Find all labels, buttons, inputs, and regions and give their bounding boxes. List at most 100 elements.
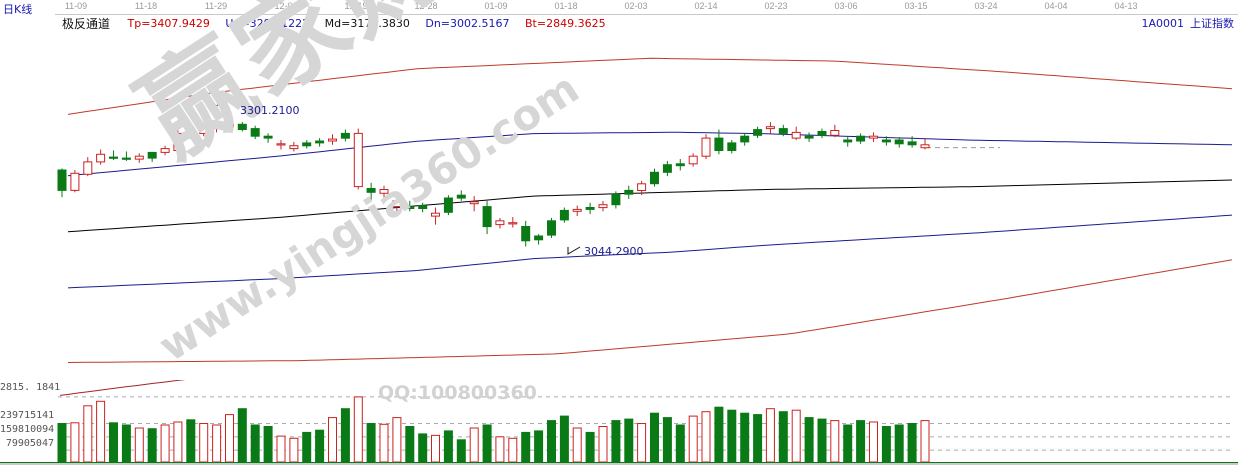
candlestick bbox=[160, 145, 170, 156]
candlestick bbox=[534, 234, 544, 245]
kline-period-label[interactable]: 日K线 bbox=[3, 3, 33, 16]
volume-bar bbox=[199, 423, 209, 463]
date-tick: 11-29 bbox=[204, 1, 228, 11]
candlestick bbox=[778, 124, 788, 137]
candlestick bbox=[765, 121, 775, 135]
candle-body bbox=[173, 132, 183, 152]
candle-body bbox=[263, 135, 273, 139]
volume-bar bbox=[237, 408, 247, 463]
candle-body bbox=[508, 222, 518, 225]
candle-body bbox=[547, 220, 556, 236]
candlestick bbox=[559, 207, 569, 223]
volume-bar bbox=[753, 414, 763, 463]
volume-bar bbox=[662, 417, 672, 463]
candlestick bbox=[624, 185, 634, 199]
indicator-name-label[interactable]: 极反通道 bbox=[62, 17, 111, 31]
candle-body bbox=[482, 206, 492, 228]
candlestick bbox=[225, 120, 234, 131]
candlestick bbox=[727, 140, 737, 154]
candlestick bbox=[650, 168, 659, 187]
candle-body bbox=[237, 123, 247, 131]
candle-body bbox=[70, 172, 80, 191]
candle-body bbox=[405, 206, 415, 210]
volume-chart-svg bbox=[0, 380, 1238, 464]
candle-body bbox=[469, 201, 479, 205]
candle-body bbox=[675, 163, 685, 167]
date-tick: 03-15 bbox=[904, 1, 928, 11]
candlestick bbox=[57, 168, 67, 198]
price-chart-pane[interactable] bbox=[0, 32, 1238, 380]
candle-body bbox=[765, 126, 775, 130]
candle-body bbox=[225, 123, 234, 128]
candle-body bbox=[289, 145, 299, 150]
volume-bar bbox=[521, 431, 531, 463]
candle-body bbox=[186, 131, 196, 134]
candle-body bbox=[109, 156, 118, 159]
candlestick bbox=[637, 180, 647, 196]
high-note-leader bbox=[213, 99, 247, 110]
candle-body bbox=[340, 132, 350, 139]
candlestick bbox=[121, 151, 131, 161]
candle-body bbox=[121, 157, 131, 160]
band-tp-line bbox=[67, 57, 1233, 115]
date-tick: 03-24 bbox=[974, 1, 998, 11]
candlestick bbox=[907, 136, 917, 148]
date-tick: 12-28 bbox=[414, 1, 438, 11]
volume-bar bbox=[804, 417, 814, 463]
candle-body bbox=[534, 235, 544, 241]
candle-body bbox=[443, 197, 453, 213]
candlestick bbox=[237, 121, 247, 132]
candlestick bbox=[817, 128, 827, 139]
high-note: 3301.2100 bbox=[240, 104, 300, 117]
volume-bar bbox=[225, 414, 234, 463]
date-tick: 01-18 bbox=[554, 1, 578, 11]
volume-bar bbox=[598, 426, 608, 463]
candlestick bbox=[147, 151, 157, 162]
volume-bar bbox=[379, 423, 389, 463]
candlestick bbox=[353, 128, 363, 190]
candlestick bbox=[482, 200, 492, 235]
candlestick bbox=[598, 200, 608, 212]
candlestick bbox=[443, 195, 453, 216]
candlestick bbox=[688, 153, 698, 167]
candle-body bbox=[701, 137, 711, 157]
candle-body bbox=[83, 161, 93, 175]
candle-body bbox=[418, 205, 428, 210]
volume-chart-pane[interactable] bbox=[0, 380, 1238, 465]
volume-bar bbox=[456, 439, 466, 463]
volume-bar bbox=[134, 427, 144, 463]
candlestick bbox=[611, 191, 621, 209]
volume-bar bbox=[778, 411, 788, 463]
candle-body bbox=[160, 148, 170, 153]
volume-bar bbox=[431, 434, 440, 463]
candle-body bbox=[276, 143, 286, 146]
candlestick bbox=[830, 124, 840, 138]
volume-bar bbox=[791, 409, 801, 463]
candle-body bbox=[456, 194, 466, 199]
volume-bar bbox=[740, 412, 750, 463]
volume-bar bbox=[328, 417, 337, 463]
volume-bar bbox=[559, 415, 569, 463]
volume-average-line bbox=[59, 380, 186, 396]
volume-bar bbox=[392, 417, 402, 463]
candlestick bbox=[315, 138, 325, 147]
candle-body bbox=[920, 144, 930, 149]
volume-bar bbox=[250, 424, 260, 463]
candle-body bbox=[830, 130, 840, 136]
candlestick bbox=[199, 124, 209, 137]
candle-body bbox=[392, 200, 402, 208]
candle-body bbox=[611, 193, 621, 206]
symbol-label[interactable]: 1A0001 上证指数 bbox=[1141, 17, 1234, 31]
candle-body bbox=[431, 212, 440, 217]
volume-bar bbox=[856, 420, 866, 463]
candle-body bbox=[315, 140, 325, 144]
candle-body bbox=[366, 188, 376, 193]
date-tick: 11-18 bbox=[134, 1, 158, 11]
candlestick bbox=[662, 160, 672, 177]
candle-body bbox=[134, 155, 144, 160]
date-tick: 01-09 bbox=[484, 1, 508, 11]
candlestick bbox=[431, 207, 440, 225]
volume-bar bbox=[572, 427, 582, 463]
volume-bar bbox=[263, 426, 273, 463]
volume-bar bbox=[315, 429, 325, 463]
